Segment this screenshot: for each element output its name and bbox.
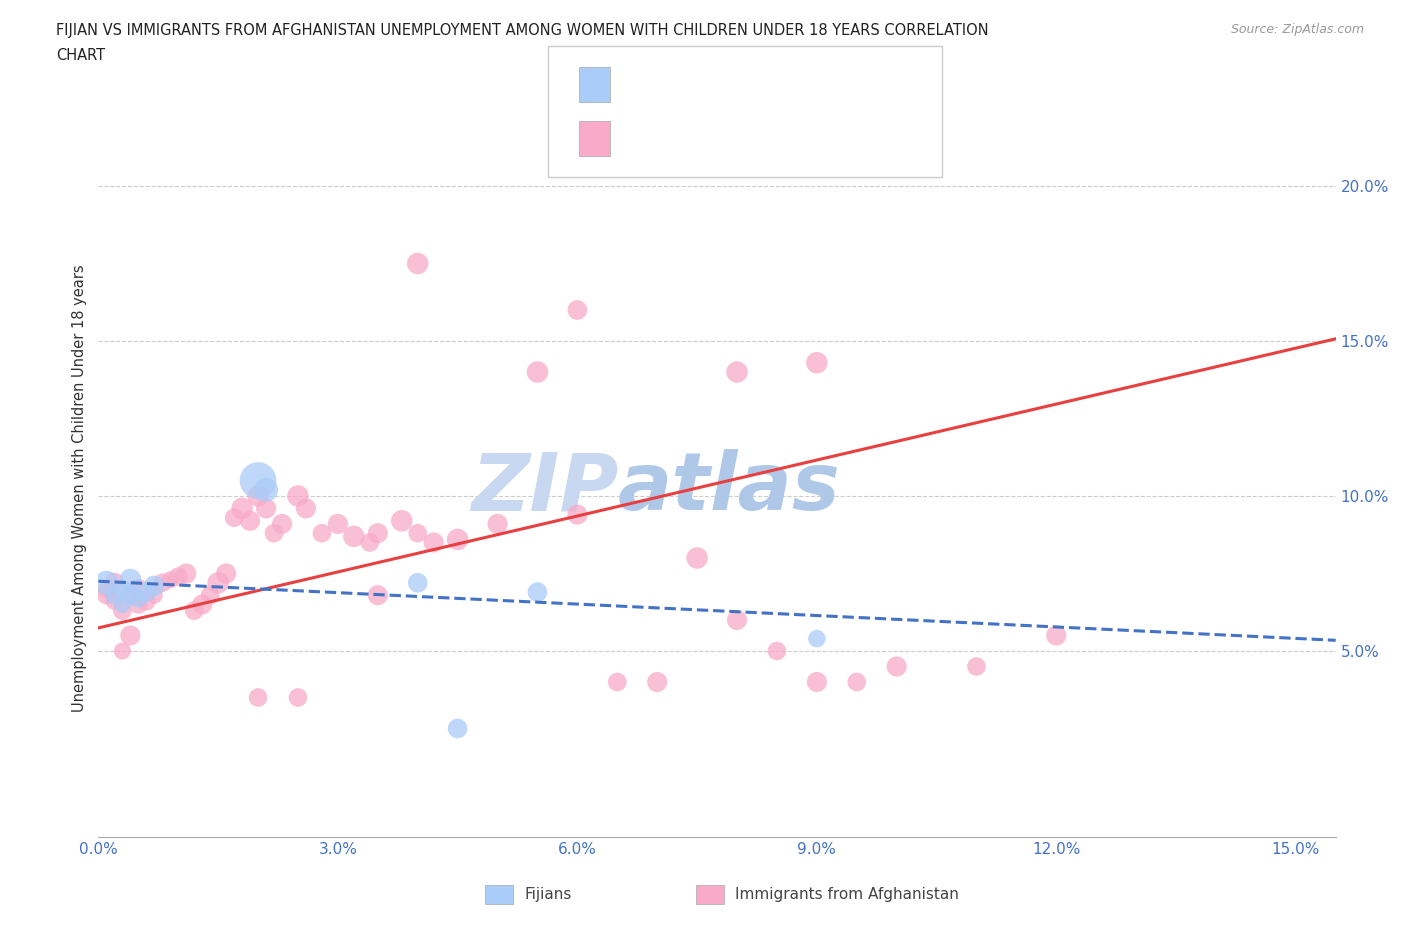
Point <box>247 690 270 705</box>
Point <box>806 674 828 689</box>
Point <box>725 613 748 628</box>
Point <box>725 365 748 379</box>
Point <box>111 597 134 612</box>
Point <box>254 483 277 498</box>
Point <box>135 594 157 609</box>
Point <box>645 674 668 689</box>
Point <box>295 501 318 516</box>
Point <box>486 516 509 531</box>
Point <box>247 473 270 488</box>
Text: CHART: CHART <box>56 48 105 63</box>
Point <box>207 576 229 591</box>
Point <box>174 566 197 581</box>
Point <box>311 525 333 540</box>
Text: ZIP: ZIP <box>471 449 619 527</box>
Point <box>886 659 908 674</box>
Point <box>271 516 294 531</box>
Point <box>111 581 134 596</box>
Point <box>263 525 285 540</box>
Point <box>167 569 190 584</box>
Point <box>446 532 468 547</box>
Point <box>135 585 157 600</box>
Point <box>127 591 149 605</box>
Point <box>966 659 988 674</box>
Point <box>287 690 309 705</box>
Point <box>143 588 166 603</box>
Point <box>422 535 444 550</box>
Point <box>254 501 277 516</box>
Point <box>103 588 125 603</box>
Point <box>686 551 709 565</box>
Point <box>406 256 429 271</box>
Point <box>526 585 548 600</box>
Text: R = -0.177   N = 15: R = -0.177 N = 15 <box>623 75 786 94</box>
Point <box>120 572 142 587</box>
Point <box>159 572 181 587</box>
Text: Fijians: Fijians <box>524 887 572 902</box>
Point <box>606 674 628 689</box>
Point <box>367 525 389 540</box>
Point <box>191 597 214 612</box>
Point <box>96 588 118 603</box>
Point <box>127 597 149 612</box>
Point <box>231 501 253 516</box>
Point <box>150 576 173 591</box>
Text: atlas: atlas <box>619 449 841 527</box>
Text: Source: ZipAtlas.com: Source: ZipAtlas.com <box>1230 23 1364 36</box>
Point <box>343 529 366 544</box>
Point <box>183 604 205 618</box>
Point <box>845 674 868 689</box>
Point <box>359 535 381 550</box>
Point <box>526 365 548 379</box>
Point <box>120 588 142 603</box>
Point <box>120 628 142 643</box>
Point <box>806 631 828 646</box>
Point <box>143 578 166 593</box>
Point <box>103 594 125 609</box>
Text: Immigrants from Afghanistan: Immigrants from Afghanistan <box>735 887 959 902</box>
Point <box>446 721 468 736</box>
Point <box>239 513 262 528</box>
Point <box>120 588 142 603</box>
Point <box>111 644 134 658</box>
Point <box>806 355 828 370</box>
Point <box>287 488 309 503</box>
Point <box>367 588 389 603</box>
Point <box>391 513 413 528</box>
Point <box>567 302 589 317</box>
Y-axis label: Unemployment Among Women with Children Under 18 years: Unemployment Among Women with Children U… <box>72 264 87 712</box>
Point <box>111 604 134 618</box>
Point <box>96 576 118 591</box>
Text: R =  0.658   N = 59: R = 0.658 N = 59 <box>623 129 785 148</box>
Point <box>766 644 789 658</box>
Point <box>247 488 270 503</box>
Point <box>406 576 429 591</box>
Point <box>567 507 589 522</box>
Point <box>406 525 429 540</box>
Text: FIJIAN VS IMMIGRANTS FROM AFGHANISTAN UNEMPLOYMENT AMONG WOMEN WITH CHILDREN UND: FIJIAN VS IMMIGRANTS FROM AFGHANISTAN UN… <box>56 23 988 38</box>
Point <box>215 566 238 581</box>
Point <box>103 576 125 591</box>
Point <box>198 588 221 603</box>
Point <box>1045 628 1067 643</box>
Point <box>224 511 246 525</box>
Point <box>326 516 349 531</box>
Point <box>127 581 149 596</box>
Point <box>96 581 118 596</box>
